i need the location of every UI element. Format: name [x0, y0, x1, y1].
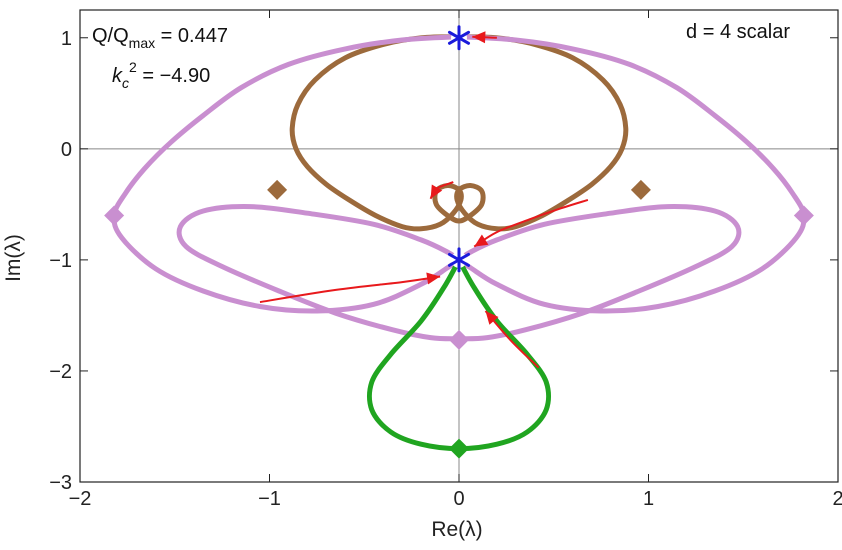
flow-arrow — [484, 310, 540, 369]
flow-arrow — [259, 272, 441, 304]
star-marker-ray — [447, 36, 461, 45]
y-tick-label: −1 — [49, 250, 72, 272]
diamond-marker — [630, 179, 651, 200]
y-axis-label: Im(λ) — [2, 234, 25, 282]
flow-arrow-head — [472, 31, 486, 44]
y-tick-label: 0 — [61, 139, 72, 161]
flow-arrow-head — [474, 234, 489, 247]
markers — [104, 25, 814, 459]
flow-arrow — [472, 31, 497, 44]
star-marker-ray — [447, 30, 461, 40]
flow-arrow-line — [259, 275, 441, 304]
kc-rhs: = −4.90 — [137, 65, 210, 87]
flow-arrow-line — [473, 198, 589, 248]
kc-annotation: kc2 = −4.90 — [112, 59, 210, 91]
ratio-rhs: = 0.447 — [155, 25, 228, 47]
x-tick-label: 0 — [453, 488, 464, 510]
star-marker-ray — [457, 30, 471, 40]
diamond-marker — [267, 179, 288, 200]
kc-main: k — [112, 65, 123, 87]
ratio-lhs-main: Q/Q — [92, 25, 129, 47]
ratio-annotation: Q/Qmax = 0.447 — [92, 25, 228, 51]
diamond-marker — [449, 438, 469, 459]
curve-1 — [289, 34, 629, 232]
zero-lines — [80, 10, 838, 482]
y-tick-label: −3 — [49, 472, 72, 494]
star-marker-ray — [457, 36, 471, 45]
star-marker-ray — [457, 258, 471, 267]
diamond-marker — [793, 205, 814, 226]
x-tick-label: 1 — [643, 488, 654, 510]
star-marker — [447, 25, 471, 51]
ratio-lhs-sub: max — [129, 35, 155, 51]
star-marker-ray — [447, 258, 461, 267]
star-marker-ray — [447, 252, 461, 262]
y-tick-label: 1 — [61, 28, 72, 50]
flow-arrow-head — [426, 272, 441, 285]
diamond-marker — [449, 329, 469, 350]
ticks: −2 −1 0 1 2−3−2−101 — [49, 10, 842, 510]
flow-arrow — [429, 181, 454, 200]
case-annotation: d = 4 scalar — [686, 21, 790, 43]
flow-arrow — [473, 198, 589, 248]
flow-arrow-head — [430, 184, 443, 199]
arrows — [259, 31, 589, 369]
x-tick-label: −1 — [258, 488, 281, 510]
y-tick-label: −2 — [49, 361, 72, 383]
kc-sup: 2 — [129, 59, 137, 75]
x-tick-label: 2 — [832, 488, 842, 510]
star-marker-ray — [457, 252, 471, 262]
star-marker — [447, 247, 471, 273]
diamond-marker — [104, 205, 125, 226]
x-axis-label: Re(λ) — [431, 518, 482, 541]
flow-arrow-head — [485, 311, 499, 325]
x-tick-label: −2 — [69, 488, 92, 510]
kc-sub: c — [122, 75, 129, 91]
